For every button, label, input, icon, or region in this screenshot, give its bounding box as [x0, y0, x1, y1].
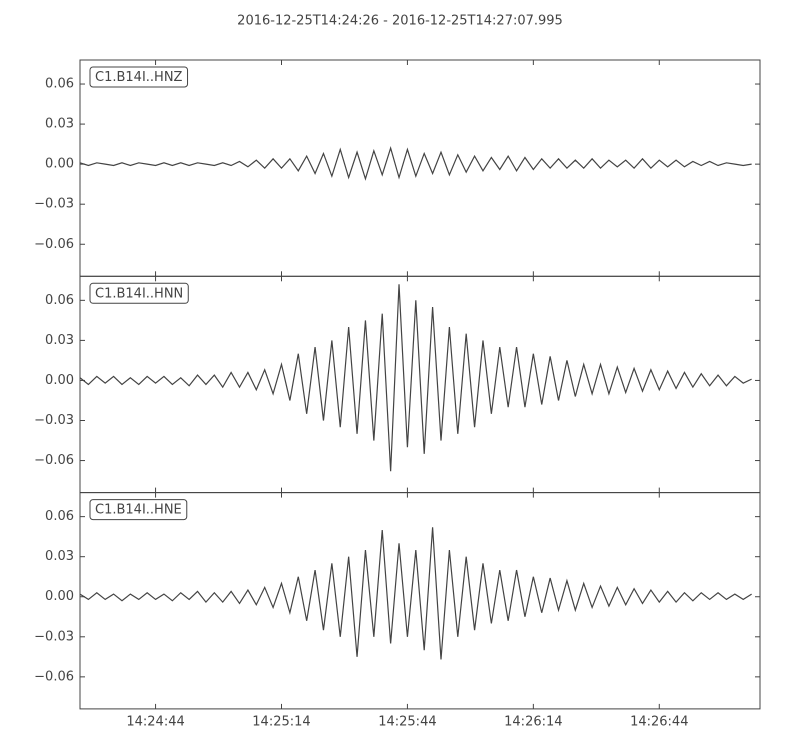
legend-box [89, 282, 189, 304]
y-tick-label: 0.00 [45, 157, 74, 172]
chart-title: 2016-12-25T14:24:26 - 2016-12-25T14:27:0… [237, 14, 563, 29]
plot-frame [79, 492, 761, 710]
legend-box [89, 499, 188, 521]
y-tick-label: 0.00 [45, 589, 74, 604]
y-tick-label: 0.06 [45, 77, 74, 92]
y-tick-label: −0.03 [34, 413, 74, 428]
y-tick-label: −0.06 [34, 453, 74, 468]
legend-label: C1.B14I..HNE [95, 503, 182, 518]
y-tick-label: −0.06 [34, 669, 74, 684]
y-tick-label: 0.00 [45, 373, 74, 388]
legend-label: C1.B14I..HNZ [95, 70, 183, 85]
x-tick-label: 14:26:14 [504, 714, 562, 729]
x-tick-label: 14:25:14 [252, 714, 310, 729]
legend-label: C1.B14I..HNN [95, 286, 183, 301]
x-tick-label: 14:24:44 [126, 714, 184, 729]
y-tick-label: 0.06 [45, 509, 74, 524]
x-tick-label: 14:26:44 [630, 714, 688, 729]
waveform [79, 284, 752, 472]
y-tick-label: 0.06 [45, 293, 74, 308]
waveform [79, 146, 752, 181]
x-tick-label: 14:25:44 [378, 714, 436, 729]
y-tick-label: 0.03 [45, 549, 74, 564]
y-tick-label: 0.03 [45, 117, 74, 132]
legend-box [89, 66, 189, 88]
y-tick-label: 0.03 [45, 333, 74, 348]
y-tick-label: −0.06 [34, 237, 74, 252]
y-tick-label: −0.03 [34, 197, 74, 212]
y-tick-label: −0.03 [34, 629, 74, 644]
waveform [79, 527, 752, 660]
